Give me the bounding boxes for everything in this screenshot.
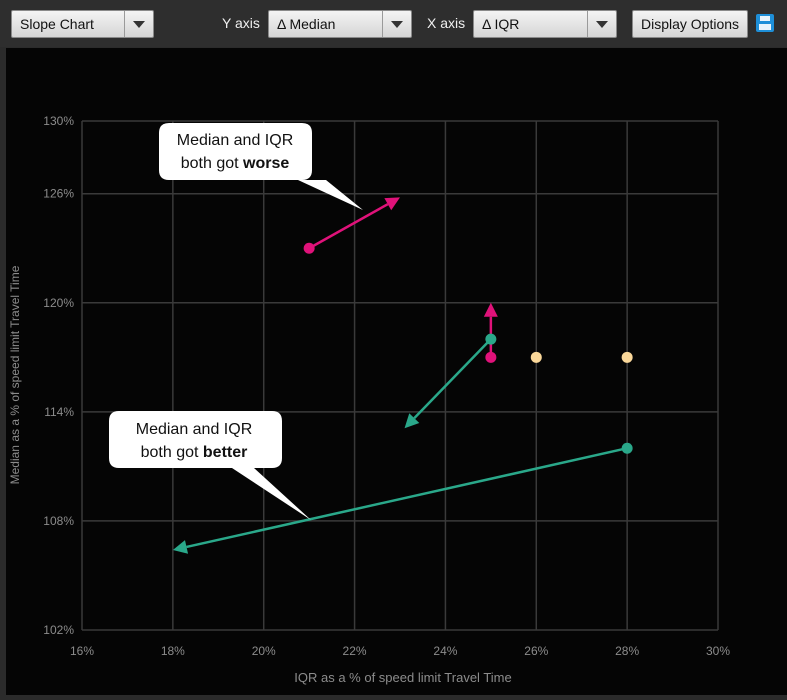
y-tick-label: 108% bbox=[43, 514, 74, 528]
y-tick-label: 130% bbox=[43, 114, 74, 128]
chart-area: 16% 18% 20% 22% 24% 26% 28% 30% 102% 108% 114% 120%… bbox=[6, 48, 787, 695]
y-axis-title: Median as a % of speed limit Travel Time bbox=[8, 265, 22, 484]
x-tick-label: 20% bbox=[252, 644, 276, 658]
annotation-line: Median and IQR bbox=[136, 421, 253, 438]
slope-line-worse bbox=[308, 203, 389, 250]
slope-chart: 16% 18% 20% 22% 24% 26% 28% 30% 102% 108% 114% 120%… bbox=[8, 114, 730, 685]
chevron-down-icon[interactable] bbox=[124, 11, 153, 37]
point-neutral bbox=[530, 351, 542, 363]
annotation-better: Median and IQR both got better bbox=[109, 411, 311, 520]
chart-marks bbox=[172, 197, 633, 554]
x-tick-label: 26% bbox=[524, 644, 548, 658]
callout-bubble bbox=[159, 123, 363, 210]
arrowhead-worse bbox=[483, 302, 498, 317]
annotation-text: both got bbox=[141, 444, 203, 461]
chevron-down-icon[interactable] bbox=[587, 11, 616, 37]
arrowhead-better bbox=[404, 413, 420, 429]
start-point-worse bbox=[485, 351, 497, 363]
x-tick-label: 24% bbox=[433, 644, 457, 658]
grid: 16% 18% 20% 22% 24% 26% 28% 30% 102% 108% 114% 120%… bbox=[43, 114, 730, 658]
x-axis-title: IQR as a % of speed limit Travel Time bbox=[294, 670, 511, 685]
y-axis-label: Y axis bbox=[222, 15, 260, 31]
slope-line-better bbox=[186, 446, 628, 549]
chevron-down-icon[interactable] bbox=[382, 11, 411, 37]
chart-type-value: Slope Chart bbox=[20, 16, 94, 32]
start-point-better bbox=[621, 442, 633, 454]
x-axis-value: Δ IQR bbox=[482, 16, 520, 32]
x-axis-select[interactable]: Δ IQR bbox=[473, 10, 617, 38]
x-tick-label: 22% bbox=[343, 644, 367, 658]
y-tick-label: 102% bbox=[43, 623, 74, 637]
x-tick-label: 18% bbox=[161, 644, 185, 658]
x-tick-label: 30% bbox=[706, 644, 730, 658]
annotation-line: Median and IQR bbox=[177, 132, 294, 149]
y-axis-select[interactable]: Δ Median bbox=[268, 10, 412, 38]
y-tick-label: 126% bbox=[43, 187, 74, 201]
annotation-bold: better bbox=[203, 444, 247, 461]
start-point-worse bbox=[303, 242, 315, 254]
arrowhead-worse bbox=[384, 197, 400, 211]
annotation-line: both got better bbox=[141, 444, 248, 461]
arrowhead-better bbox=[172, 540, 189, 554]
chart-type-select[interactable]: Slope Chart bbox=[11, 10, 154, 38]
annotation-text: both got bbox=[181, 155, 243, 172]
start-point-better bbox=[485, 333, 497, 345]
slope-line-better bbox=[413, 338, 492, 420]
y-tick-label: 120% bbox=[43, 296, 74, 310]
annotation-line: both got worse bbox=[181, 155, 290, 172]
point-neutral bbox=[621, 351, 633, 363]
x-axis-label: X axis bbox=[427, 15, 466, 31]
x-tick-label: 16% bbox=[70, 644, 94, 658]
annotation-worse: Median and IQR both got worse bbox=[159, 123, 363, 210]
y-tick-label: 114% bbox=[44, 405, 74, 419]
y-axis-value: Δ Median bbox=[277, 16, 336, 32]
x-tick-label: 28% bbox=[615, 644, 639, 658]
save-icon[interactable] bbox=[756, 14, 774, 32]
callout-bubble bbox=[109, 411, 311, 520]
annotation-bold: worse bbox=[242, 155, 289, 172]
toolbar: Slope Chart Y axis Δ Median X axis Δ IQR… bbox=[0, 0, 787, 47]
display-options-button[interactable]: Display Options bbox=[632, 10, 749, 38]
